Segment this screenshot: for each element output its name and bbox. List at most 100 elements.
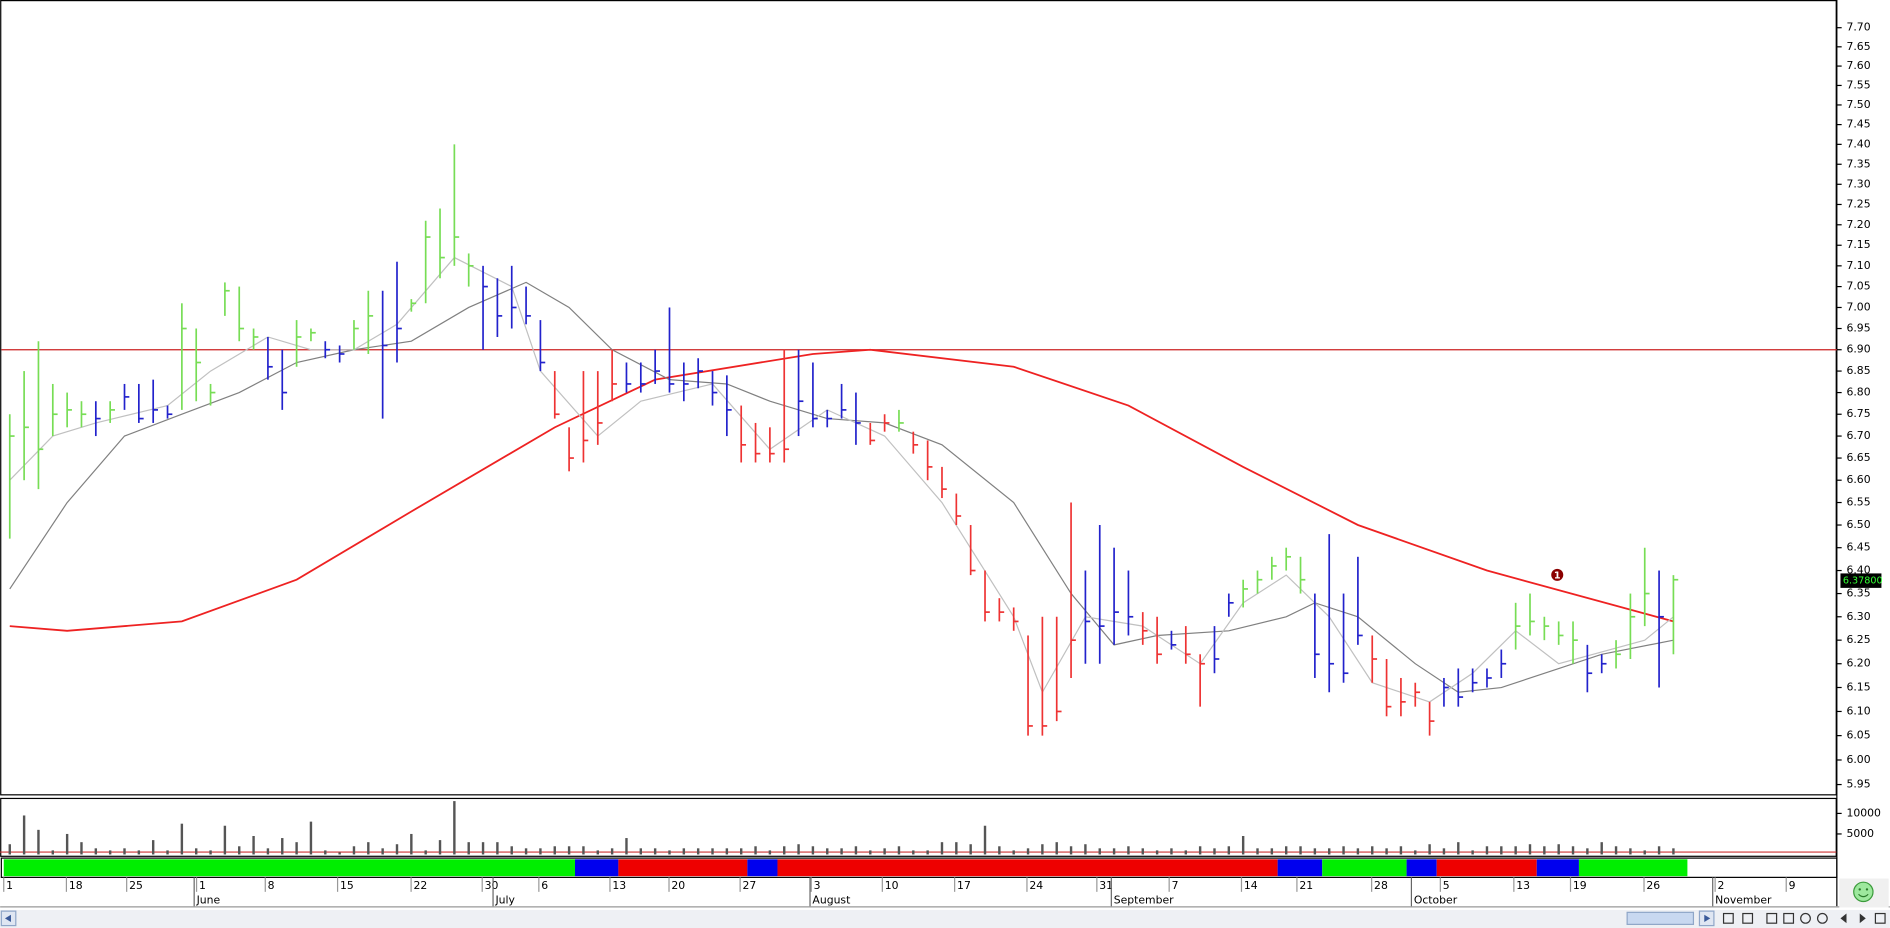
plot-layer: 7.70 7.65 7.60 7.55 7.50 7.45 7.40 7.35 7.30 7.25… — [1, 21, 1883, 907]
scrollbar[interactable] — [0, 909, 1890, 928]
y-tick-label: 6.80 — [1846, 386, 1870, 399]
x-day-label: 13 — [612, 879, 626, 892]
y-tick-label: 6.15 — [1846, 681, 1870, 694]
x-day-label: 20 — [671, 879, 685, 892]
y-tick-label: 6.85 — [1846, 364, 1870, 377]
x-day-label: 14 — [1244, 879, 1258, 892]
x-day-label: 22 — [414, 879, 428, 892]
y-tick-label: 7.35 — [1846, 157, 1870, 170]
y-tick-label: 7.65 — [1846, 40, 1870, 53]
tool-icon[interactable] — [1783, 912, 1795, 924]
y-tick-label: 7.45 — [1846, 118, 1870, 131]
x-day-label: 15 — [340, 879, 354, 892]
band-segment — [1322, 859, 1407, 877]
y-tick-label: 7.70 — [1846, 21, 1870, 34]
y-tick-label: 7.50 — [1846, 98, 1870, 111]
arrow-icon — [1704, 914, 1711, 922]
x-day-label: 2 — [1718, 879, 1725, 892]
volume-tick-label: 10000 — [1846, 806, 1881, 819]
trend-band — [0, 857, 1838, 878]
smiley — [1853, 881, 1874, 903]
y-tick-label: 6.10 — [1846, 704, 1870, 717]
x-day-label: 25 — [129, 879, 143, 892]
y-tick-label: 7.40 — [1846, 137, 1870, 150]
tool-icon[interactable] — [1800, 912, 1811, 924]
smiley-mouth — [1858, 893, 1869, 898]
x-month-label: June — [196, 893, 221, 906]
y-tick-label: 7.25 — [1846, 197, 1870, 210]
band-segment — [1406, 859, 1437, 877]
status-icon — [1839, 878, 1889, 908]
x-day-label: 18 — [69, 879, 83, 892]
y-tick-label: 7.05 — [1846, 280, 1870, 293]
annotation-marker — [1551, 568, 1564, 581]
band-segment — [575, 859, 619, 877]
x-day-label: 13 — [1516, 879, 1530, 892]
y-tick-label: 6.00 — [1846, 753, 1870, 766]
y-tick-label: 6.50 — [1846, 518, 1870, 531]
band-segment — [777, 859, 1278, 877]
band-segment — [1536, 859, 1579, 877]
x-month-label: August — [812, 893, 850, 906]
x-day-label: 30 — [485, 879, 499, 892]
tool-icon[interactable] — [1816, 912, 1828, 924]
x-month-label: October — [1414, 893, 1458, 906]
x-day-label: 31 — [1099, 879, 1113, 892]
x-month-label: September — [1114, 893, 1174, 906]
smiley-eye — [1858, 888, 1861, 891]
y-tick-label: 6.35 — [1846, 587, 1870, 600]
x-day-label: 3 — [814, 879, 821, 892]
annotation-label: 1 — [1554, 570, 1561, 581]
y-tick-label: 6.70 — [1846, 429, 1870, 442]
volume-tick-label: 5000 — [1846, 827, 1874, 840]
x-day-label: 7 — [1172, 879, 1179, 892]
y-tick-label: 7.15 — [1846, 238, 1870, 251]
arrow-icon — [4, 914, 11, 922]
band-segment — [747, 859, 778, 877]
tool-icon[interactable] — [1742, 912, 1754, 924]
scroll-thumb[interactable] — [1626, 911, 1695, 925]
y-tick-label: 6.75 — [1846, 407, 1870, 420]
y-tick-label: 6.30 — [1846, 610, 1870, 623]
y-tick-label: 6.65 — [1846, 451, 1870, 464]
y-tick-label: 6.40 — [1846, 564, 1870, 577]
y-tick-label: 6.45 — [1846, 541, 1870, 554]
y-tick-label: 7.55 — [1846, 78, 1870, 91]
tool-icon[interactable] — [1766, 912, 1778, 924]
band-segment — [1578, 859, 1688, 877]
x-day-label: 27 — [743, 879, 757, 892]
x-day-label: 1 — [6, 879, 13, 892]
band-segment — [618, 859, 748, 877]
y-tick-label: 6.25 — [1846, 633, 1870, 646]
y-tick-label: 7.30 — [1846, 177, 1870, 190]
y-tick-label: 6.20 — [1846, 657, 1870, 670]
band-segment — [1436, 859, 1537, 877]
band-segment — [1277, 859, 1323, 877]
x-day-label: 17 — [957, 879, 971, 892]
y-tick-label: 5.95 — [1846, 778, 1870, 791]
x-month-label: July — [494, 893, 515, 906]
x-day-label: 1 — [199, 879, 206, 892]
y-tick-label: 6.05 — [1846, 729, 1870, 742]
x-day-label: 8 — [268, 879, 275, 892]
tool-icon[interactable] — [1722, 912, 1734, 924]
y-tick-label: 7.60 — [1846, 59, 1870, 72]
last-price-label: 6.37800 — [1843, 576, 1883, 587]
x-day-label: 28 — [1374, 879, 1388, 892]
tool-icon[interactable] — [1859, 913, 1866, 924]
x-day-label: 24 — [1029, 879, 1043, 892]
x-day-label: 19 — [1573, 879, 1587, 892]
x-day-label: 21 — [1299, 879, 1313, 892]
y-tick-label: 6.60 — [1846, 473, 1870, 486]
toolbar-icons[interactable] — [1722, 912, 1886, 924]
tool-icon[interactable] — [1840, 913, 1847, 924]
y-tick-label: 7.00 — [1846, 300, 1870, 313]
x-day-label: 26 — [1646, 879, 1660, 892]
y-tick-label: 6.55 — [1846, 496, 1870, 509]
tool-icon[interactable] — [1874, 912, 1886, 924]
y-tick-label: 6.90 — [1846, 343, 1870, 356]
last-price-box — [1840, 573, 1882, 588]
